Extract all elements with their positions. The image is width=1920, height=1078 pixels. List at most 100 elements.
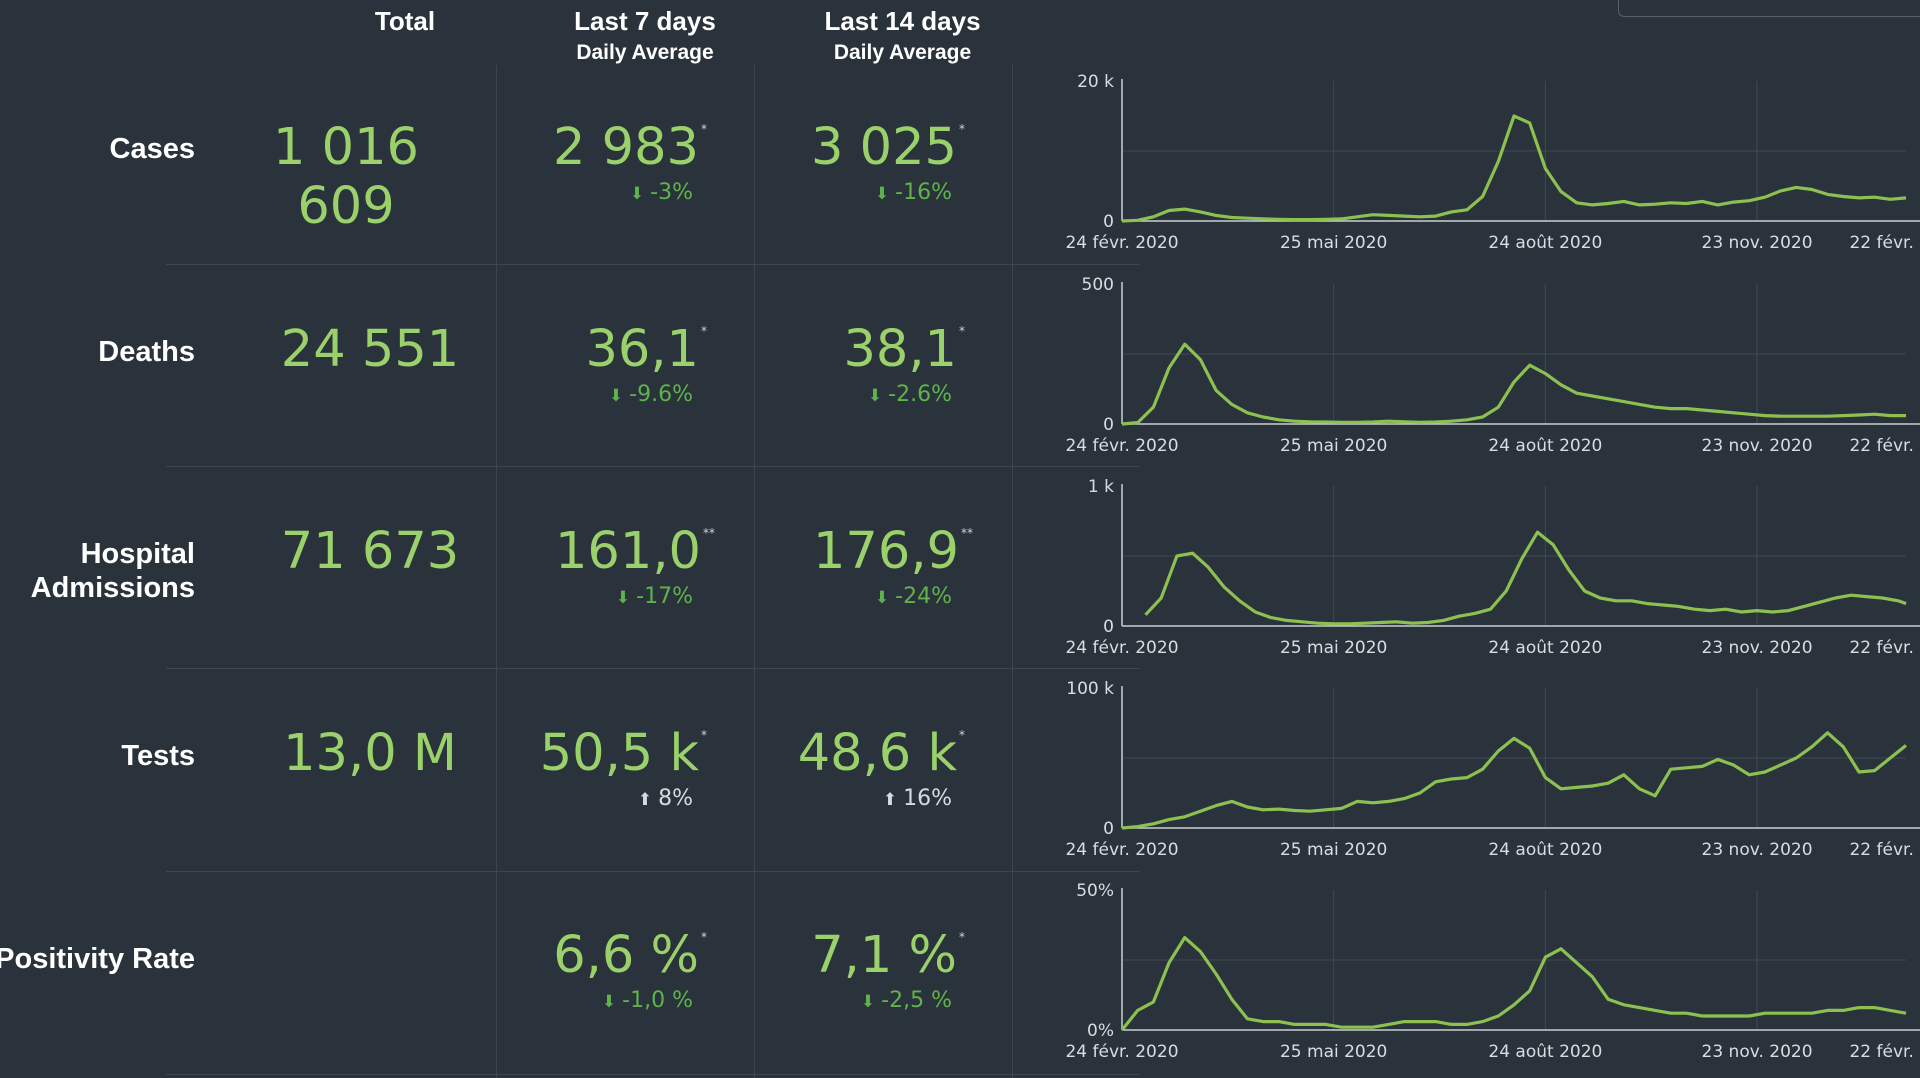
chart-hospital-admissions[interactable]: 0 1 k 24 févr. 2020 25 mai 2020 24 août 2020… xyxy=(1060,470,1920,670)
y-tick-label: 50% xyxy=(1076,881,1114,901)
chg7-value: 8% xyxy=(658,786,693,811)
avg14-value: 176,9 xyxy=(812,522,959,581)
footnote-marker: * xyxy=(959,930,965,944)
x-tick-label: 24 août 2020 xyxy=(1488,840,1602,860)
avg7-deaths: 36,1 * xyxy=(500,320,707,379)
x-tick-label: 22 févr. 2021 xyxy=(1849,1042,1920,1062)
y-tick-label: 0 xyxy=(1103,617,1114,637)
chg14-value: 16% xyxy=(903,786,952,811)
chart-svg: 0 100 k 24 févr. 2020 25 mai 2020 24 août 20… xyxy=(1065,679,1920,860)
footnote-marker: * xyxy=(959,324,965,338)
avg14-value: 7,1 % xyxy=(811,926,957,985)
x-tick-label: 23 nov. 2020 xyxy=(1702,436,1813,456)
x-tick-label: 22 févr. 2021 xyxy=(1849,436,1920,456)
arrow-down-icon: ⬇ xyxy=(601,992,617,1012)
series-line xyxy=(1144,530,1907,626)
chg7-value: -17% xyxy=(636,584,693,609)
avg14-value: 3 025 xyxy=(810,118,957,177)
total-tests: 13,0 M xyxy=(283,724,457,783)
chart-tests[interactable]: 0 100 k 24 févr. 2020 25 mai 2020 24 août 20… xyxy=(1060,672,1920,872)
arrow-up-icon: ⬆ xyxy=(637,790,653,810)
x-tick-label: 25 mai 2020 xyxy=(1280,840,1387,860)
y-tick-label: 20 k xyxy=(1077,72,1114,92)
chg14-deaths: ⬇ -2.6% xyxy=(780,382,952,407)
avg7-positivity-rate: 6,6 % * xyxy=(500,926,707,985)
footnote-marker: * xyxy=(959,728,965,742)
series-line xyxy=(1120,936,1907,1032)
arrow-up-icon: ⬆ xyxy=(882,790,898,810)
x-tick-label: 23 nov. 2020 xyxy=(1702,1042,1813,1062)
avg14-cases: 3 025 * xyxy=(760,118,965,177)
avg14-value: 38,1 xyxy=(843,320,957,379)
x-tick-label: 25 mai 2020 xyxy=(1280,233,1387,253)
x-tick-label: 25 mai 2020 xyxy=(1280,436,1387,456)
y-tick-label: 0% xyxy=(1087,1021,1114,1041)
header-last7-sub: Daily Average xyxy=(576,41,714,64)
y-tick-label: 100 k xyxy=(1066,679,1114,699)
chg7-tests: ⬆ 8% xyxy=(560,786,693,811)
arrow-down-icon: ⬇ xyxy=(867,386,883,406)
header-total-label: Total xyxy=(374,6,436,36)
avg7-cases: 2 983 * xyxy=(500,118,707,177)
y-tick-label: 0 xyxy=(1103,819,1114,839)
y-tick-label: 0 xyxy=(1103,415,1114,435)
footnote-marker: * xyxy=(701,324,707,338)
x-tick-label: 24 févr. 2020 xyxy=(1065,436,1178,456)
chg7-cases: ⬇ -3% xyxy=(560,180,693,205)
row-divider xyxy=(166,466,1140,467)
x-tick-label: 23 nov. 2020 xyxy=(1702,638,1813,658)
chg7-value: -3% xyxy=(650,180,693,205)
chart-cases[interactable]: 0 20 k 24 févr. 2020 25 mai 2020 24 août 202… xyxy=(1060,65,1920,265)
x-tick-label: 23 nov. 2020 xyxy=(1702,840,1813,860)
avg7-tests: 50,5 k * xyxy=(500,724,707,783)
x-tick-label: 22 févr. 2021 xyxy=(1849,638,1920,658)
x-tick-label: 23 nov. 2020 xyxy=(1702,233,1813,253)
top-filter-box[interactable] xyxy=(1618,0,1920,17)
y-tick-label: 500 xyxy=(1082,275,1114,295)
chart-svg: 0% 50% 24 févr. 2020 25 mai 2020 24 août 202… xyxy=(1065,881,1920,1062)
arrow-down-icon: ⬇ xyxy=(629,184,645,204)
footnote-marker: ** xyxy=(703,526,715,540)
chart-svg: 0 500 24 févr. 2020 25 mai 2020 24 août 2020… xyxy=(1065,275,1920,456)
x-tick-label: 24 août 2020 xyxy=(1488,638,1602,658)
arrow-down-icon: ⬇ xyxy=(608,386,624,406)
avg7-hospital-admissions: 161,0 ** xyxy=(500,522,715,581)
avg7-value: 6,6 % xyxy=(553,926,699,985)
column-divider xyxy=(754,65,755,1078)
footnote-marker: * xyxy=(701,930,707,944)
avg14-deaths: 38,1 * xyxy=(760,320,965,379)
chg14-tests: ⬆ 16% xyxy=(800,786,952,811)
total-cases: 1 016 609 xyxy=(272,118,419,236)
chg7-positivity-rate: ⬇ -1,0 % xyxy=(560,988,693,1013)
x-tick-label: 24 févr. 2020 xyxy=(1065,1042,1178,1062)
header-last14-label: Last 14 days xyxy=(824,6,981,36)
x-tick-label: 25 mai 2020 xyxy=(1280,1042,1387,1062)
x-tick-label: 24 févr. 2020 xyxy=(1065,638,1178,658)
x-tick-label: 22 févr. 2021 xyxy=(1849,840,1920,860)
chg14-value: -2.6% xyxy=(888,382,952,407)
column-divider xyxy=(496,65,497,1078)
avg14-value: 48,6 k xyxy=(797,724,957,783)
avg7-value: 161,0 xyxy=(554,522,701,581)
footnote-marker: ** xyxy=(961,526,973,540)
avg7-value: 50,5 k xyxy=(539,724,699,783)
header-last7: Last 7 days Daily Average xyxy=(560,6,730,65)
row-divider xyxy=(166,871,1140,872)
arrow-down-icon: ⬇ xyxy=(860,992,876,1012)
avg14-tests: 48,6 k * xyxy=(760,724,965,783)
chart-deaths[interactable]: 0 500 24 févr. 2020 25 mai 2020 24 août 2020… xyxy=(1060,268,1920,468)
x-tick-label: 24 févr. 2020 xyxy=(1065,233,1178,253)
chg14-positivity-rate: ⬇ -2,5 % xyxy=(800,988,952,1013)
chg14-hospital-admissions: ⬇ -24% xyxy=(800,584,952,609)
arrow-down-icon: ⬇ xyxy=(874,588,890,608)
x-tick-label: 24 août 2020 xyxy=(1488,436,1602,456)
total-deaths: 24 551 xyxy=(280,320,460,379)
chart-svg: 0 1 k 24 févr. 2020 25 mai 2020 24 août 2020… xyxy=(1065,477,1920,658)
header-last7-label: Last 7 days xyxy=(574,6,716,36)
row-label-hospital-admissions: Hospital Admissions xyxy=(30,538,195,604)
chg7-value: -9.6% xyxy=(629,382,693,407)
chg14-value: -24% xyxy=(895,584,952,609)
chart-positivity-rate[interactable]: 0% 50% 24 févr. 2020 25 mai 2020 24 août 202… xyxy=(1060,874,1920,1074)
footnote-marker: * xyxy=(701,728,707,742)
chg14-value: -16% xyxy=(895,180,952,205)
